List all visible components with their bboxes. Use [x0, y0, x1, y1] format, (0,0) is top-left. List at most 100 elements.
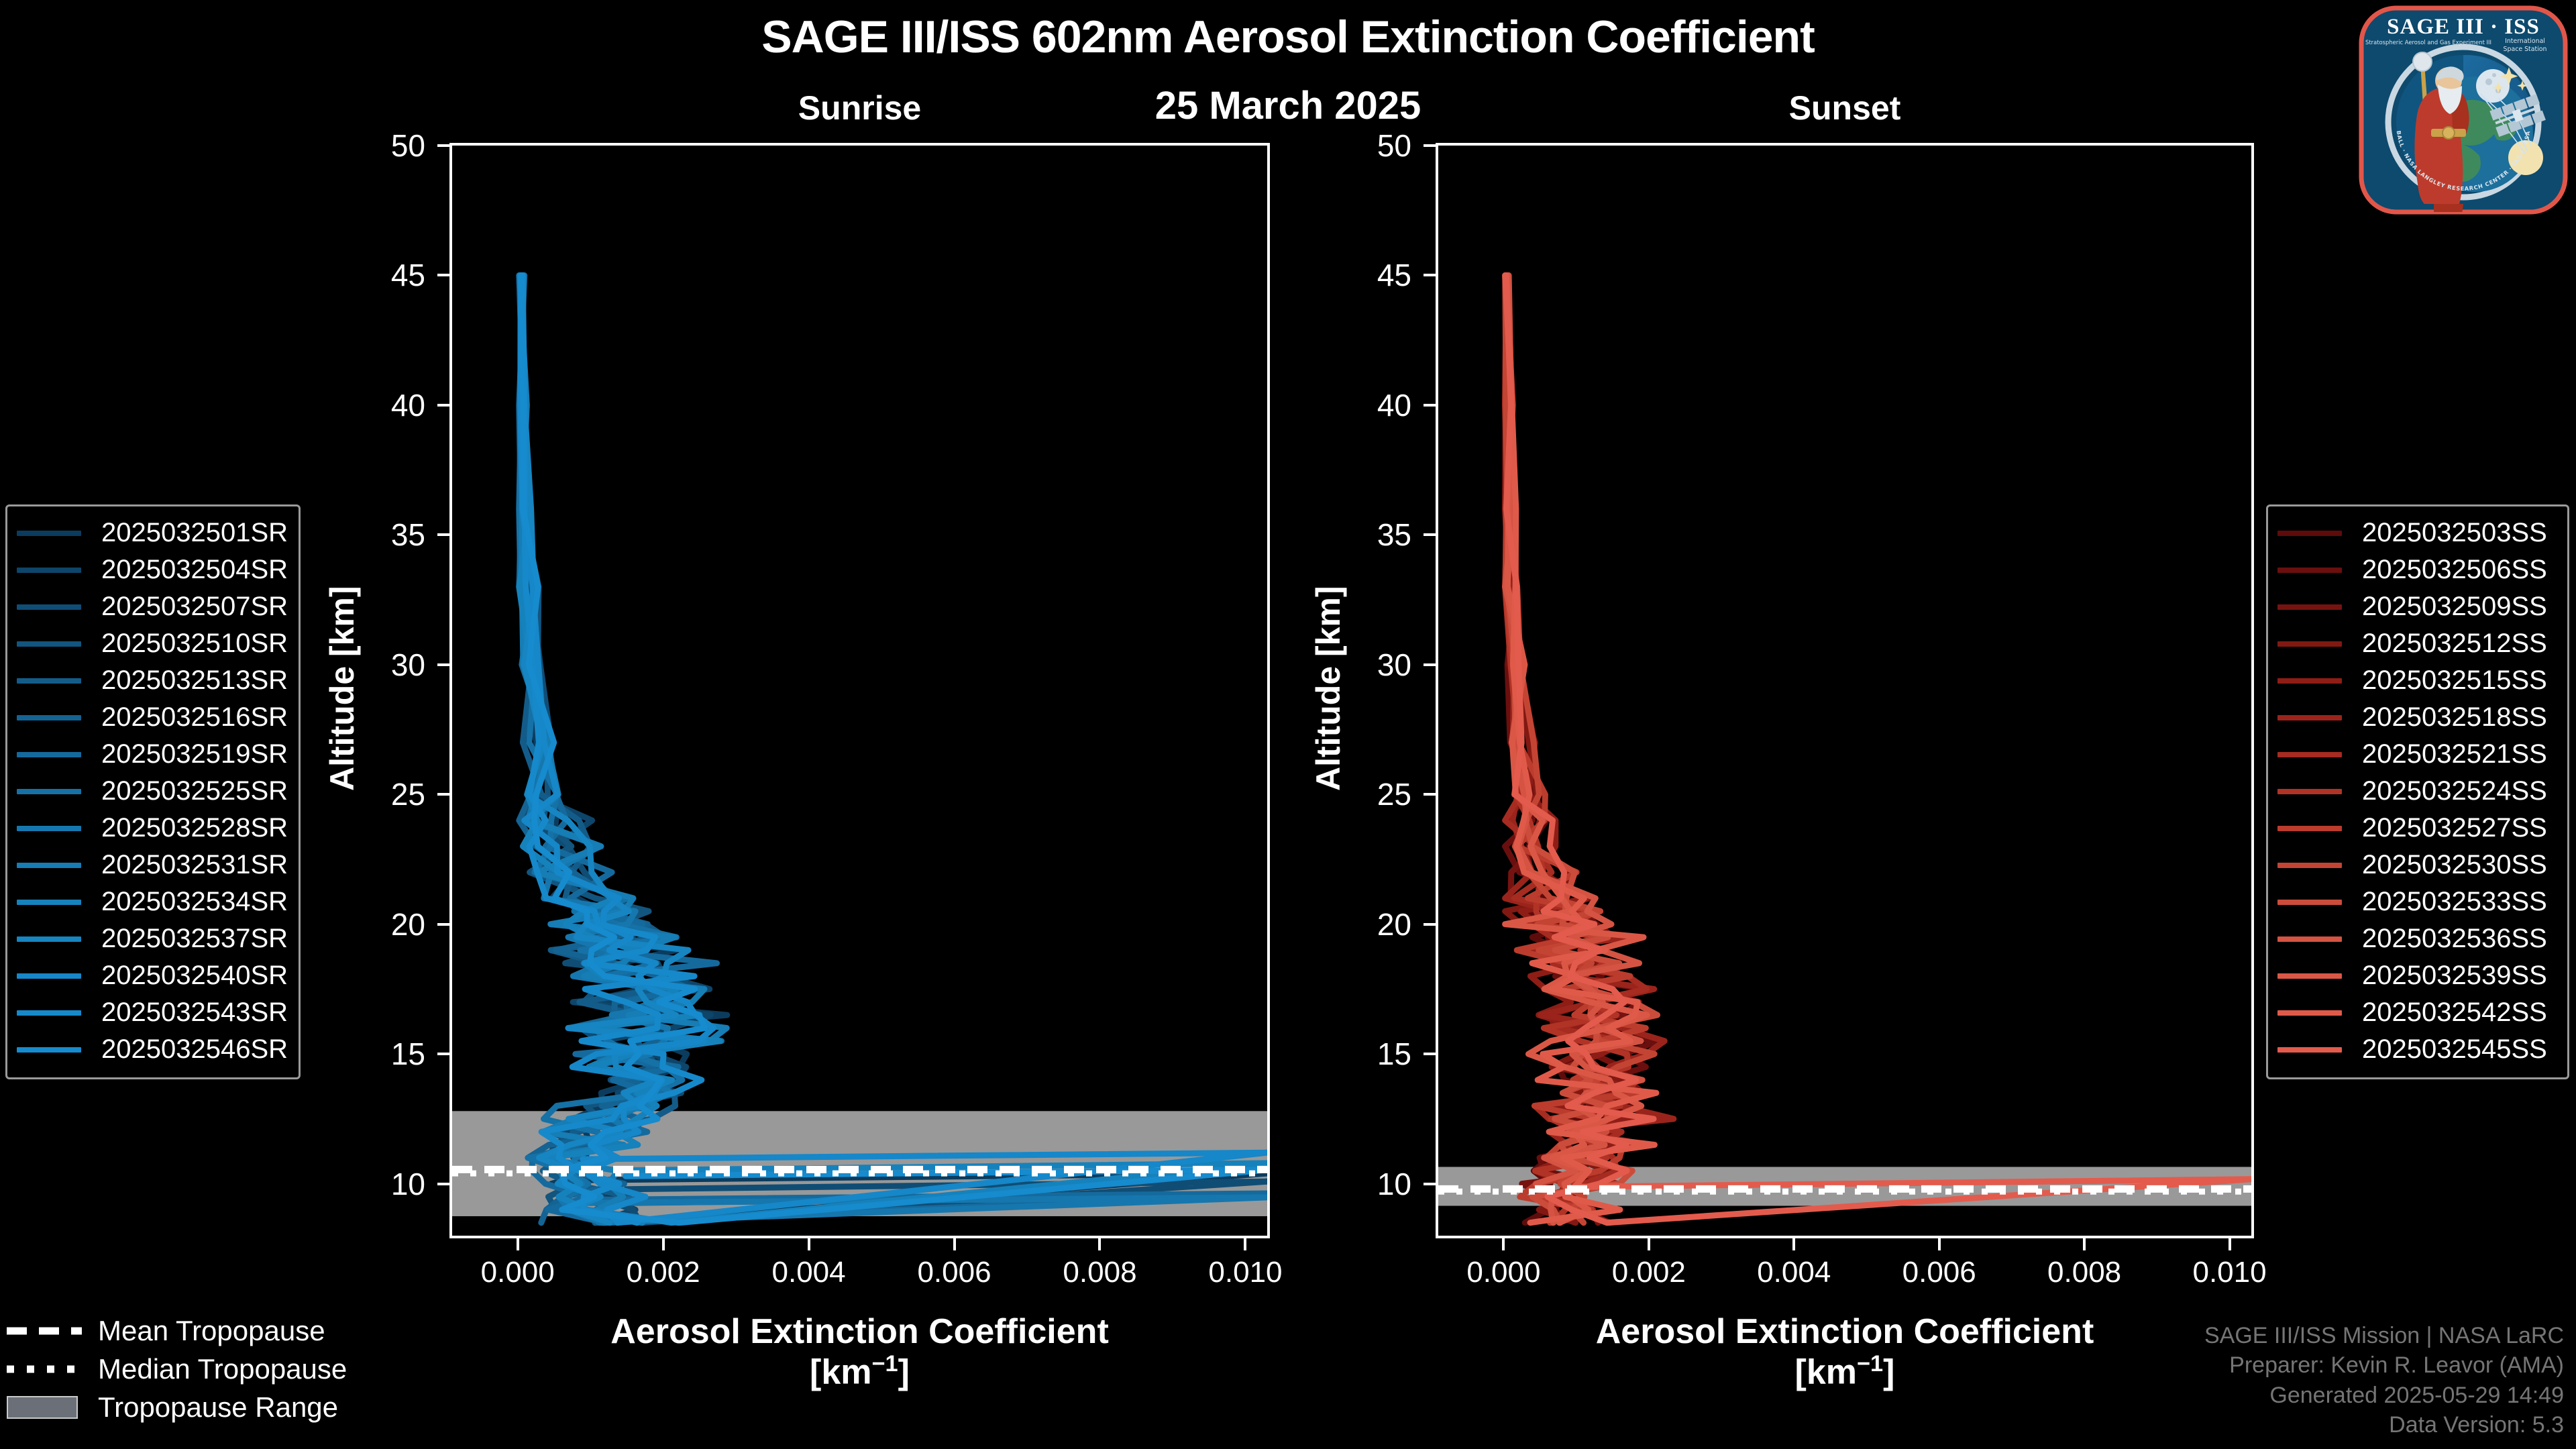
x-tick-label: 0.006: [1902, 1256, 1976, 1289]
unit-prefix: [km: [1794, 1352, 1858, 1392]
legend-item[interactable]: 2025032504SR: [17, 551, 288, 588]
legend-item[interactable]: 2025032501SR: [17, 515, 288, 551]
legend-item[interactable]: 2025032506SS: [2277, 551, 2557, 588]
sunset-x-axis-title: Aerosol Extinction Coefficient [km−1]: [1436, 1312, 2254, 1392]
sunset-series-legend[interactable]: 2025032503SS 2025032506SS 2025032509SS 2025…: [2266, 504, 2569, 1079]
legend-item[interactable]: 2025032546SR: [17, 1031, 288, 1068]
x-tick-mark: [1098, 1238, 1102, 1250]
sunset-x-axis: 0.000 0.002 0.004 0.006 0.008 0.010: [1436, 1238, 2267, 1312]
y-tick-mark: [1424, 663, 1436, 666]
unit-exponent: −1: [1857, 1351, 1884, 1377]
legend-item[interactable]: 2025032507SR: [17, 588, 288, 625]
credits-preparer: Preparer: Kevin R. Leavor (AMA): [2229, 1352, 2564, 1379]
x-tick-mark: [953, 1238, 956, 1250]
legend-item-label: 2025032537SR: [101, 924, 288, 953]
sunrise-series-legend[interactable]: 2025032501SR 2025032504SR 2025032507SR 2025…: [5, 504, 301, 1079]
legend-item[interactable]: 2025032513SR: [17, 662, 288, 699]
x-tick-mark: [807, 1238, 810, 1250]
legend-item[interactable]: 2025032521SS: [2277, 736, 2557, 773]
legend-item[interactable]: 2025032518SS: [2277, 699, 2557, 736]
legend-item[interactable]: 2025032512SS: [2277, 625, 2557, 662]
unit-prefix: [km: [810, 1352, 872, 1392]
y-tick-mark: [1424, 922, 1436, 926]
legend-item-label: 2025032524SS: [2362, 776, 2547, 806]
legend-item[interactable]: 2025032525SR: [17, 773, 288, 810]
legend-item[interactable]: 2025032503SS: [2277, 515, 2557, 551]
x-tick-label: 0.008: [1063, 1256, 1137, 1289]
legend-color-swatch: [2277, 604, 2342, 610]
legend-item[interactable]: 2025032537SR: [17, 920, 288, 957]
y-tick-mark: [437, 1182, 449, 1185]
legend-item[interactable]: 2025032524SS: [2277, 773, 2557, 810]
legend-color-swatch: [2277, 899, 2342, 905]
mission-patch-svg: BALL · NASA LANGLEY RESEARCH CENTER · TA…: [2359, 5, 2568, 215]
x-tick-label: 0.000: [1466, 1256, 1541, 1289]
sunset-x-axis-title-line1: Aerosol Extinction Coefficient: [1595, 1312, 2094, 1351]
legend-color-swatch: [2277, 862, 2342, 868]
legend-item[interactable]: 2025032536SS: [2277, 920, 2557, 957]
y-tick-mark: [1424, 533, 1436, 537]
x-tick-mark: [2228, 1238, 2231, 1250]
tropopause-legend-item: Median Tropopause: [7, 1350, 347, 1388]
y-tick-label: 30: [390, 647, 425, 682]
legend-color-swatch: [17, 973, 81, 979]
tropopause-legend-item: Mean Tropopause: [7, 1311, 329, 1350]
mission-patch-title: SAGE III · ISS: [2387, 15, 2540, 39]
date-subtitle: 25 March 2025: [1155, 84, 1421, 127]
legend-color-swatch: [17, 714, 81, 720]
legend-item[interactable]: 2025032543SR: [17, 994, 288, 1031]
legend-item[interactable]: 2025032519SR: [17, 736, 288, 773]
sunrise-plot-canvas: [452, 146, 1267, 1236]
legend-color-swatch: [17, 825, 81, 831]
legend-item[interactable]: 2025032528SR: [17, 810, 288, 847]
y-tick-mark: [1424, 403, 1436, 407]
dashed-line-icon: [7, 1324, 82, 1338]
sunset-profile-lines: [1438, 272, 2251, 1226]
x-tick-mark: [661, 1238, 665, 1250]
legend-color-swatch: [17, 678, 81, 684]
legend-item[interactable]: 2025032527SS: [2277, 810, 2557, 847]
y-tick-mark: [437, 1053, 449, 1056]
legend-item-label: 2025032543SR: [101, 998, 288, 1027]
y-tick-mark: [437, 533, 449, 537]
legend-item-label: 2025032509SS: [2362, 592, 2547, 621]
legend-color-swatch: [2277, 751, 2342, 757]
legend-item[interactable]: 2025032534SR: [17, 883, 288, 920]
legend-color-swatch: [17, 862, 81, 868]
sunset-x-axis-title-line2: [km−1]: [1436, 1351, 2254, 1392]
legend-item[interactable]: 2025032510SR: [17, 625, 288, 662]
x-tick-label: 0.004: [771, 1256, 846, 1289]
y-tick-label: 10: [390, 1166, 425, 1201]
sunrise-x-axis-title-line1: Aerosol Extinction Coefficient: [610, 1312, 1109, 1351]
legend-item[interactable]: 2025032542SS: [2277, 994, 2557, 1031]
x-tick-label: 0.010: [2192, 1256, 2267, 1289]
legend-item[interactable]: 2025032533SS: [2277, 883, 2557, 920]
y-tick-label: 20: [390, 906, 425, 942]
legend-item[interactable]: 2025032545SS: [2277, 1031, 2557, 1068]
y-tick-mark: [1424, 144, 1436, 147]
legend-item[interactable]: 2025032539SS: [2277, 957, 2557, 994]
legend-color-swatch: [17, 751, 81, 757]
legend-item[interactable]: 2025032516SR: [17, 699, 288, 736]
legend-item[interactable]: 2025032540SR: [17, 957, 288, 994]
sunrise-profile-lines: [452, 272, 1267, 1226]
legend-color-swatch: [2277, 1046, 2342, 1053]
y-tick-label: 10: [1377, 1166, 1411, 1201]
y-tick-mark: [437, 663, 449, 666]
legend-item[interactable]: 2025032509SS: [2277, 588, 2557, 625]
legend-color-swatch: [17, 530, 81, 536]
legend-color-swatch: [2277, 567, 2342, 573]
legend-item[interactable]: 2025032531SR: [17, 847, 288, 883]
sunrise-y-axis-title: Altitude [km]: [323, 585, 361, 791]
legend-item[interactable]: 2025032515SS: [2277, 662, 2557, 699]
x-tick-mark: [1244, 1238, 1247, 1250]
unit-suffix: ]: [1883, 1352, 1895, 1392]
legend-item[interactable]: 2025032530SS: [2277, 847, 2557, 883]
tropopause-legend-label: Median Tropopause: [98, 1352, 347, 1385]
legend-item-label: 2025032516SR: [101, 702, 288, 732]
y-tick-label: 20: [1377, 906, 1411, 942]
legend-item-label: 2025032525SR: [101, 776, 288, 806]
x-tick-label: 0.000: [480, 1256, 555, 1289]
x-tick-mark: [516, 1238, 519, 1250]
dotted-line-key: [7, 1365, 82, 1373]
